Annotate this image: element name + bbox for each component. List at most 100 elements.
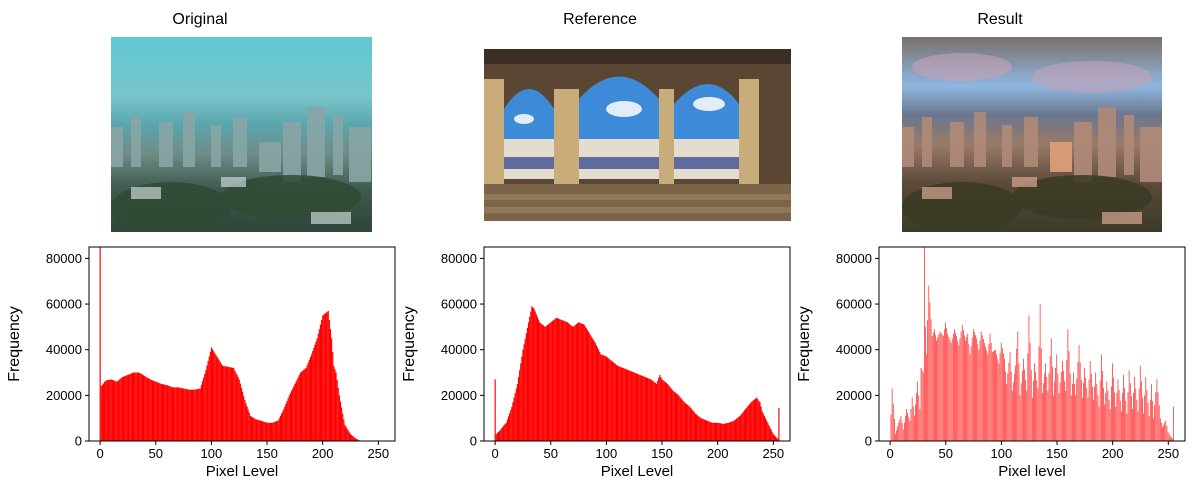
histogram-bar <box>337 387 339 441</box>
histogram-bar <box>955 332 956 441</box>
histogram-bar <box>667 383 669 441</box>
y-axis-label: Frequency <box>6 306 23 382</box>
histogram-bar <box>1006 383 1008 441</box>
histogram-bar <box>504 423 506 441</box>
histogram-bar <box>998 363 1000 441</box>
histogram-bar <box>217 358 219 441</box>
histogram-bar <box>989 333 991 441</box>
histogram-bar <box>1126 413 1128 441</box>
histogram-bar <box>1097 395 1099 441</box>
histogram-bar <box>129 373 131 441</box>
histogram-bar <box>983 339 984 441</box>
histogram-bar <box>1058 393 1060 441</box>
histogram-bar <box>736 418 738 441</box>
histogram-bar <box>589 333 591 441</box>
histogram-bar <box>1057 373 1059 441</box>
histogram-bar <box>233 367 235 441</box>
histogram-bar <box>1079 362 1081 441</box>
histogram-bar <box>159 383 161 441</box>
histogram-bar <box>723 423 725 441</box>
histogram-bar <box>774 436 777 441</box>
histogram-bar <box>662 380 664 441</box>
histogram-bar <box>632 372 634 441</box>
histogram-bar <box>287 398 289 441</box>
histogram-bar <box>519 370 521 441</box>
histogram-bar <box>224 366 226 441</box>
y-tick-label: 60000 <box>441 297 477 312</box>
histogram-bar <box>1138 388 1140 441</box>
histogram-bar <box>200 384 202 441</box>
histogram-bar <box>711 422 713 441</box>
histogram-bar <box>743 410 745 441</box>
histogram-bar <box>580 323 582 441</box>
histogram-bar <box>171 387 174 441</box>
histogram-bar <box>1169 436 1171 441</box>
histogram-bar <box>114 380 116 441</box>
histogram-bar <box>250 416 253 441</box>
histogram-bar <box>605 356 608 441</box>
histogram-bar <box>128 374 130 441</box>
histogram-bar <box>160 383 162 441</box>
histogram-bar <box>1116 393 1118 441</box>
histogram-bar <box>346 428 348 441</box>
histogram-bar <box>105 380 107 441</box>
histogram-bar <box>208 356 210 441</box>
histogram-bar <box>321 320 323 441</box>
histogram-bar <box>131 372 134 441</box>
histogram-bar <box>777 438 779 441</box>
histogram-bar <box>1077 361 1079 441</box>
histogram-bar <box>753 399 756 441</box>
histogram-bar <box>494 379 496 441</box>
histogram-bar <box>1164 422 1166 441</box>
histogram-bar <box>229 367 231 441</box>
panel-result: Result 0 50 100 150 200 250 0 20000 40000 600 <box>796 0 1200 500</box>
histogram-bar <box>641 375 643 441</box>
histogram-bar <box>892 403 894 441</box>
histogram-bar <box>658 377 660 441</box>
histogram-bar <box>201 381 204 441</box>
histogram-bar <box>533 308 535 441</box>
histogram-bar <box>1078 345 1080 441</box>
histogram-bar <box>1044 373 1045 441</box>
histogram-bar <box>635 373 638 441</box>
histogram-bar <box>185 388 187 441</box>
histogram-bar <box>198 388 200 441</box>
histogram-bar <box>714 422 717 441</box>
histogram-bar <box>1099 380 1101 441</box>
histogram-bar <box>546 325 549 441</box>
histogram-bar <box>1030 370 1032 441</box>
histogram-bar <box>258 420 260 441</box>
histogram-bar <box>609 359 611 441</box>
histogram-bar <box>1171 437 1172 441</box>
histogram-bar <box>1134 377 1135 441</box>
histogram-bar <box>1045 363 1046 441</box>
histogram-bar <box>240 387 243 441</box>
histogram-bar <box>716 422 718 441</box>
histogram-bar <box>536 316 539 441</box>
histogram-bar <box>1167 431 1169 441</box>
histogram-bar <box>275 421 277 441</box>
histogram-bar <box>1165 420 1167 441</box>
histogram-bar <box>945 322 946 441</box>
histogram-bar <box>511 406 513 441</box>
histogram-bar <box>213 351 215 441</box>
histogram-bar <box>236 374 238 441</box>
histogram-bar <box>678 395 680 441</box>
histogram-bar <box>958 345 960 441</box>
histogram-bar <box>531 306 533 441</box>
histogram-bar <box>703 419 705 441</box>
histogram-bar <box>606 357 609 441</box>
histogram-bar <box>1011 390 1013 441</box>
histogram-bar <box>683 402 685 441</box>
histogram-bar <box>993 351 994 441</box>
histogram-bar <box>1173 406 1174 441</box>
histogram-bar <box>111 379 113 441</box>
histogram-bar <box>205 370 207 441</box>
histogram-bar <box>165 384 167 441</box>
histogram-bar <box>260 420 263 441</box>
histogram-bar <box>918 395 920 441</box>
histogram-bar <box>977 344 979 441</box>
histogram-bar <box>309 357 312 441</box>
histogram-bar <box>705 420 708 441</box>
histogram-bar <box>734 419 737 441</box>
